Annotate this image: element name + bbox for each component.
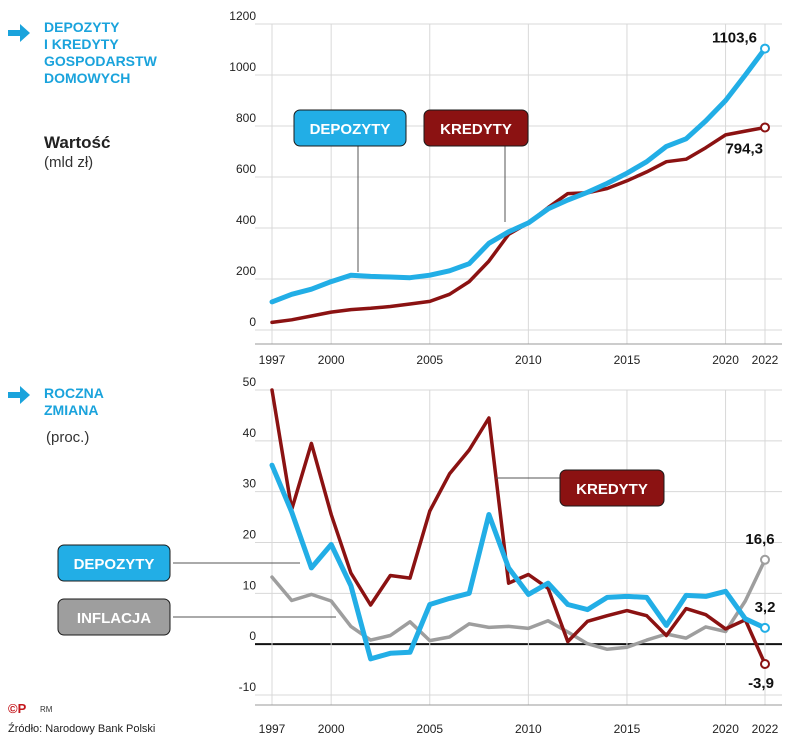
y-tick-label: -10 <box>239 680 257 694</box>
y-tick-label: 30 <box>243 477 257 491</box>
x-tick-label: 2010 <box>515 353 542 367</box>
top-chart-heading: DEPOZYTY I KREDYTY GOSPODARSTW DOMOWYCH <box>44 19 157 86</box>
top-y-tick-labels: 0 200 400 600 800 1000 1200 <box>229 9 256 329</box>
y-tick-label: 0 <box>249 629 256 643</box>
x-tick-label: 2005 <box>416 722 443 736</box>
x-tick-label: 2020 <box>712 722 739 736</box>
end-point-markers <box>760 43 770 669</box>
x-tick-label: 2020 <box>712 353 739 367</box>
legend-leader-lines <box>173 145 560 618</box>
x-tick-label: 2005 <box>416 353 443 367</box>
x-tick-label: 2022 <box>752 353 779 367</box>
top-gridlines <box>255 23 782 345</box>
x-tick-label: 2000 <box>318 722 345 736</box>
legend-label-kredyty: KREDYTY <box>576 481 648 498</box>
legend-label-depozyty: DEPOZYTY <box>74 556 155 573</box>
top-unit-subtitle: (mld zł) <box>44 154 94 171</box>
x-tick-label: 1997 <box>259 722 286 736</box>
end-marker-inflacja <box>760 554 770 565</box>
y-tick-label: 20 <box>243 528 257 542</box>
legend-pill-kredyty-bottom: KREDYTY <box>559 469 665 507</box>
y-tick-label: 400 <box>236 213 256 227</box>
y-tick-label: 10 <box>243 578 257 592</box>
source-note: Źródło: Narodowy Bank Polski <box>8 723 156 735</box>
legend-label-inflacja: INFLACJA <box>77 610 151 627</box>
legend-label-kredyty: KREDYTY <box>440 121 512 138</box>
end-value-label: 794,3 <box>725 140 763 157</box>
end-value-labels: 1103,6 794,3 3,2 -3,9 16,6 <box>712 30 775 692</box>
series-line-kredyty <box>270 388 767 666</box>
x-tick-label: 2010 <box>515 722 542 736</box>
end-marker-kredyty <box>760 658 770 669</box>
x-tick-label: 2015 <box>614 722 641 736</box>
x-tick-label: 2015 <box>614 353 641 367</box>
legend-pill-depozyty-bottom: DEPOZYTY <box>57 544 171 582</box>
top-unit-title: Wartość <box>44 133 111 152</box>
legend-pill-depozyty-top: DEPOZYTY <box>293 109 407 147</box>
end-value-label: 16,6 <box>745 531 774 548</box>
y-tick-label: 800 <box>236 111 256 125</box>
bottom-y-tick-labels: -10 0 10 20 30 40 50 <box>239 375 257 694</box>
x-tick-label: 2000 <box>318 353 345 367</box>
y-tick-label: 40 <box>243 426 257 440</box>
top-series-lines <box>269 46 768 325</box>
bottom-x-tick-labels: 1997 2000 2005 2010 2015 2020 2022 <box>259 722 779 736</box>
legend-label-depozyty: DEPOZYTY <box>310 121 391 138</box>
top-x-tick-labels: 1997 2000 2005 2010 2015 2020 2022 <box>259 353 779 367</box>
arrow-icon <box>8 24 30 42</box>
series-line-depozyty <box>269 46 768 305</box>
x-tick-label: 2022 <box>752 722 779 736</box>
end-value-label: -3,9 <box>748 675 774 692</box>
publisher-rm-mark: RM <box>40 705 53 714</box>
bottom-chart-heading: ROCZNA ZMIANA <box>44 385 104 418</box>
y-tick-label: 200 <box>236 264 256 278</box>
legend-pill-inflacja-bottom: INFLACJA <box>57 598 171 636</box>
y-tick-label: 50 <box>243 375 257 389</box>
arrow-icon <box>8 386 30 404</box>
x-tick-label: 1997 <box>259 353 286 367</box>
y-tick-label: 1000 <box>229 60 256 74</box>
y-tick-label: 0 <box>249 315 256 329</box>
series-line-inflacja <box>270 558 767 652</box>
end-marker-depozyty <box>760 622 770 633</box>
y-tick-label: 1200 <box>229 9 256 23</box>
bottom-unit-subtitle: (proc.) <box>46 429 90 446</box>
series-line-depozyty <box>269 462 768 662</box>
end-value-label: 1103,6 <box>712 30 757 47</box>
y-tick-label: 600 <box>236 162 256 176</box>
bottom-series-lines <box>269 388 768 666</box>
legend-pill-kredyty-top: KREDYTY <box>423 109 529 147</box>
publisher-logo: ©P <box>8 701 27 716</box>
end-marker-depozyty <box>760 43 770 54</box>
end-marker-kredyty <box>760 122 770 133</box>
end-value-label: 3,2 <box>755 599 776 616</box>
